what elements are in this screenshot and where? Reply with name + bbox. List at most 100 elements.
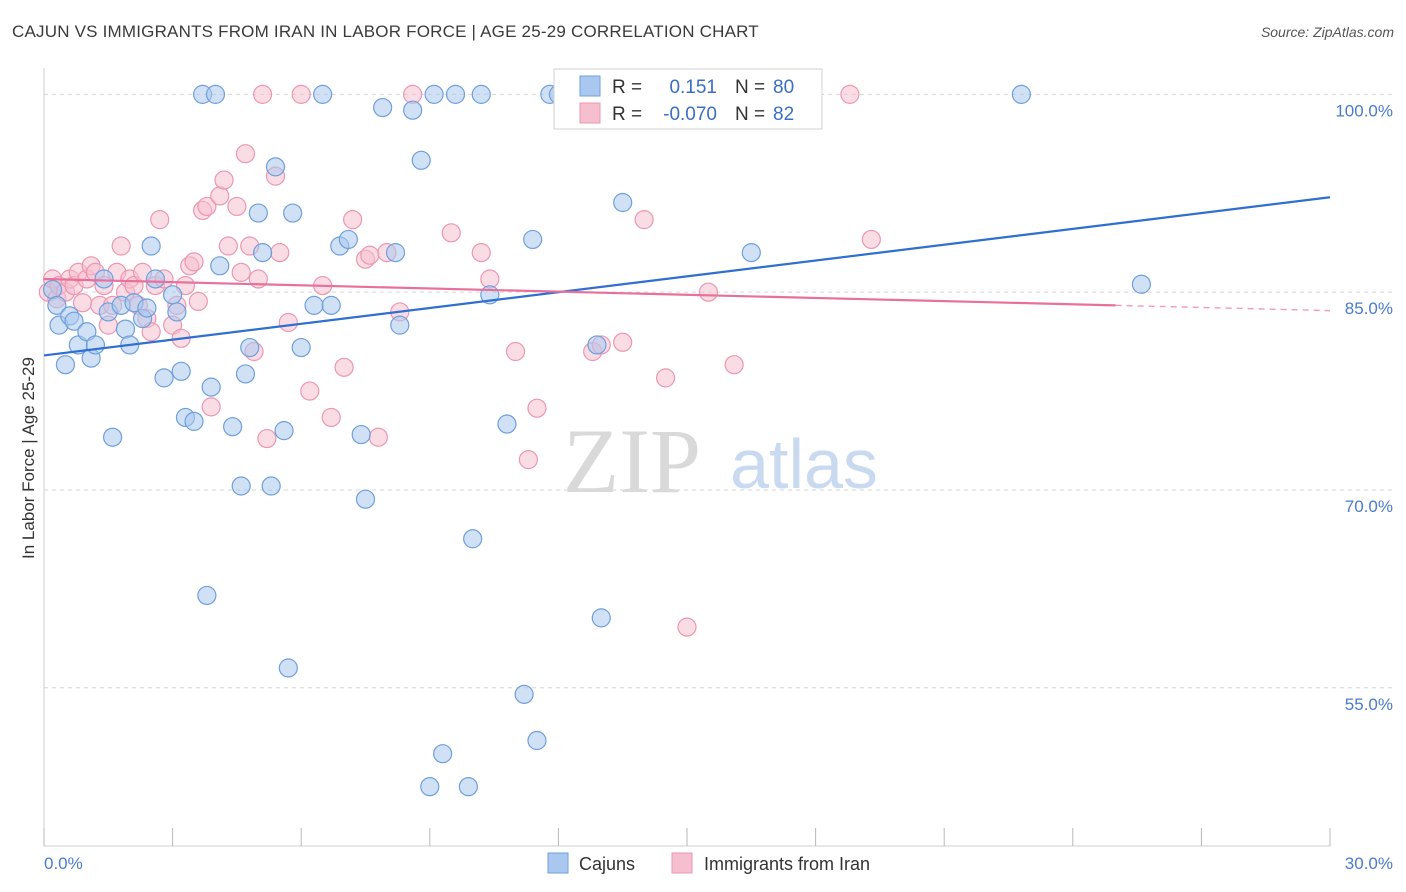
cajun-point bbox=[223, 417, 243, 437]
watermark: ZIP atlas bbox=[563, 410, 878, 512]
y-axis-label: In Labor Force | Age 25-29 bbox=[19, 357, 38, 559]
legend-cajun-n-value: 80 bbox=[773, 77, 794, 98]
cajun-point bbox=[137, 298, 157, 318]
cajun-point bbox=[205, 84, 226, 104]
iran-point bbox=[634, 210, 654, 230]
stats-legend: R = 0.151 N = 80 R = -0.070 N = 82 bbox=[553, 68, 823, 130]
iran-point bbox=[197, 196, 217, 217]
cajun-point bbox=[85, 335, 106, 355]
bottom-legend: Cajuns Immigrants from Iran bbox=[547, 852, 870, 874]
legend-iran-r-label: R = bbox=[612, 104, 642, 125]
cajun-point bbox=[355, 489, 376, 509]
iran-point bbox=[270, 243, 290, 263]
y-tick-label: 55.0% bbox=[1345, 695, 1393, 714]
iran-trend-extension bbox=[1115, 304, 1331, 312]
cajun-point bbox=[433, 744, 453, 764]
iran-point bbox=[343, 210, 363, 230]
cajun-point bbox=[527, 730, 547, 751]
iran-point bbox=[235, 144, 256, 164]
axes bbox=[43, 68, 1331, 847]
cajun-point bbox=[102, 427, 123, 447]
y-tick-label: 70.0% bbox=[1345, 497, 1393, 516]
gridlines bbox=[44, 93, 1392, 689]
cajun-point bbox=[55, 355, 76, 375]
iran-point bbox=[214, 170, 234, 190]
iran-point bbox=[231, 262, 251, 282]
trend-lines bbox=[43, 196, 1331, 357]
cajun-point bbox=[373, 97, 393, 118]
legend-iran-swatch bbox=[579, 102, 601, 124]
cajun-point bbox=[231, 476, 251, 496]
cajun-point bbox=[1011, 84, 1031, 104]
series-iran-points bbox=[38, 84, 881, 637]
legend-iran-r-value: -0.070 bbox=[663, 104, 717, 125]
cajun-point bbox=[313, 84, 333, 104]
cajun-point bbox=[291, 337, 311, 358]
iran-point bbox=[840, 84, 860, 104]
bottom-legend-iran-swatch bbox=[671, 852, 693, 874]
iran-point bbox=[677, 617, 697, 637]
cajun-point bbox=[115, 319, 136, 339]
cajun-point bbox=[261, 476, 281, 496]
iran-point bbox=[505, 341, 526, 362]
cajun-point bbox=[471, 84, 491, 104]
iran-point bbox=[184, 252, 204, 272]
iran-point bbox=[655, 368, 676, 388]
cajun-point bbox=[274, 421, 294, 441]
y-tick-label: 85.0% bbox=[1345, 299, 1393, 318]
iran-point bbox=[210, 186, 230, 206]
cajun-point bbox=[497, 414, 517, 434]
cajun-point bbox=[741, 243, 761, 263]
legend-cajun-r-label: R = bbox=[612, 77, 642, 98]
iran-point bbox=[724, 355, 744, 375]
y-tick-labels: 55.0% 70.0% 85.0% 100.0% bbox=[1335, 101, 1393, 713]
y-tick-label: 100.0% bbox=[1335, 101, 1393, 120]
cajun-point bbox=[47, 295, 67, 315]
iran-point bbox=[218, 236, 238, 256]
iran-point bbox=[201, 397, 221, 417]
source-credit: Source: ZipAtlas.com bbox=[1260, 24, 1394, 40]
iran-point bbox=[698, 282, 719, 302]
iran-point bbox=[518, 450, 538, 470]
cajun-point bbox=[171, 361, 191, 381]
x-tick-label: 30.0% bbox=[1345, 854, 1393, 873]
cajun-point bbox=[248, 203, 268, 223]
x-tick-label: 0.0% bbox=[44, 854, 83, 873]
cajun-point bbox=[253, 243, 273, 263]
iran-point bbox=[188, 291, 208, 311]
bottom-legend-cajun-swatch bbox=[547, 852, 569, 874]
legend-cajun-r-value: 0.151 bbox=[669, 77, 717, 98]
cajun-point bbox=[390, 315, 410, 335]
cajun-point bbox=[411, 150, 431, 170]
cajun-point bbox=[197, 585, 217, 606]
iran-point bbox=[175, 275, 196, 296]
legend-cajun-swatch bbox=[579, 75, 601, 97]
cajun-point bbox=[304, 295, 324, 315]
legend-cajun-n-label: N = bbox=[735, 77, 765, 98]
cajun-point bbox=[458, 777, 478, 797]
cajun-point bbox=[154, 368, 174, 388]
series-cajun-points bbox=[42, 84, 1151, 797]
chart-title: CAJUN VS IMMIGRANTS FROM IRAN IN LABOR F… bbox=[12, 22, 759, 41]
cajun-trend-line bbox=[43, 196, 1331, 357]
cajun-point bbox=[145, 269, 166, 289]
cajun-point bbox=[42, 279, 63, 300]
iran-point bbox=[257, 428, 277, 449]
cajun-point bbox=[184, 411, 204, 431]
iran-point bbox=[253, 84, 273, 104]
legend-iran-n-value: 82 bbox=[773, 104, 794, 125]
cajun-point bbox=[420, 777, 440, 797]
iran-point bbox=[291, 84, 311, 104]
watermark-atlas: atlas bbox=[730, 425, 878, 503]
cajun-point bbox=[338, 229, 358, 250]
cajun-point bbox=[94, 269, 114, 289]
cajun-point bbox=[523, 229, 543, 250]
cajun-point bbox=[321, 295, 341, 315]
cajun-point bbox=[1131, 274, 1151, 294]
iran-trend-line bbox=[43, 277, 1116, 307]
cajun-point bbox=[445, 84, 466, 104]
iran-point bbox=[321, 407, 341, 428]
bottom-legend-cajun-label: Cajuns bbox=[579, 854, 635, 874]
cajun-point bbox=[278, 658, 298, 678]
